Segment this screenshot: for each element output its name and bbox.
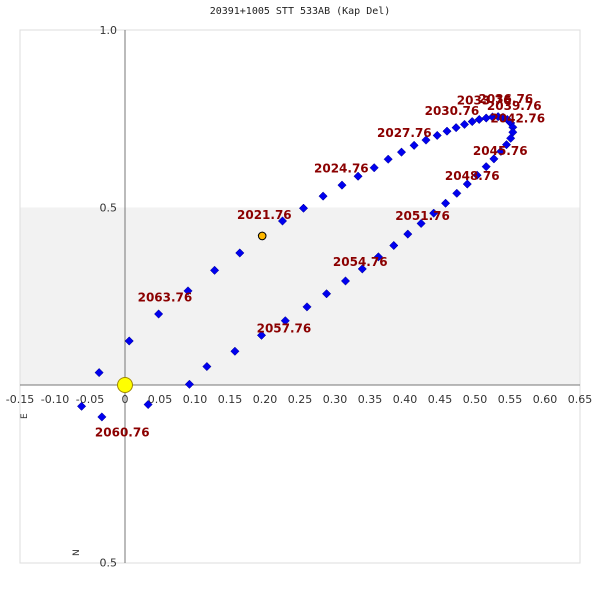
orbit-point [459,119,470,129]
x-tick-label: 0.50 [463,393,488,406]
x-tick-label: 0.25 [288,393,313,406]
orbit-point [353,171,363,181]
y-tick-label: 1.0 [100,24,118,37]
x-tick-label: 0.65 [568,393,593,406]
epoch-labels: 2021.76 2024.76 2027.76 2030.762033.762036.… [95,92,545,440]
orbit-point [318,191,328,201]
compass-east-label: E [20,413,30,419]
x-tick-label: -0.15 [6,393,34,406]
orbit-point [210,265,220,275]
orbit-point [451,123,461,133]
orbit-point [442,126,452,136]
orbit-point [277,216,288,226]
orbit-point [373,252,383,262]
epoch-label: 2045.76 [473,144,528,158]
epoch-label: 2030.76 [425,104,480,118]
orbit-point [416,218,426,229]
y-tick-label: 0.5 [100,557,118,570]
orbit-point [369,163,379,173]
x-tick-label: 0.05 [148,393,173,406]
chart-title: 20391+1005 STT 533AB (Kap Del) [209,6,391,17]
orbit-point [302,302,312,312]
x-tick-label: 0.30 [323,393,348,406]
orbit-point [403,229,413,239]
orbit-point [432,130,442,140]
epoch-label: 2060.76 [95,425,150,439]
compass-north-label: N [72,549,82,556]
y-tick-label: 0.5 [100,202,118,215]
orbit-point [230,346,240,356]
orbit-point [452,188,462,198]
x-tick-label: 0.40 [393,393,418,406]
orbit-point [298,203,309,213]
orbit-points [77,112,518,422]
tick-labels: -0.15 -0.10 -0.05 0 0.05 0.10 0.15 0.20 0.25 0.30… [6,24,592,570]
orbit-point [389,240,399,251]
epoch-label: 2063.76 [138,291,193,305]
orbit-point [340,276,351,286]
orbit-point [462,179,472,189]
x-tick-label: 0.45 [428,393,453,406]
epoch-label: 2048.76 [445,169,500,183]
orbit-point [77,401,87,411]
primary-star-point [117,377,133,393]
epoch-label: 2057.76 [257,321,312,335]
epoch-label: 2021.76 [237,208,292,222]
orbit-point [429,208,439,218]
x-tick-label: -0.10 [41,393,69,406]
orbit-point [322,289,332,299]
orbit-point [357,264,367,274]
epoch-label: 2036.76 [479,92,534,106]
orbit-point [481,162,491,172]
orbit-point [396,147,407,157]
orbit-point [202,361,212,372]
orbit-point [280,316,290,326]
orbit-point [94,368,104,378]
epoch-label: 2024.76 [314,162,369,176]
x-tick-label: 0.15 [218,393,243,406]
x-tick-label: 0.10 [183,393,208,406]
epoch-label: 2054.76 [333,255,388,269]
orbit-point [184,379,194,389]
epoch-label: 2051.76 [395,209,450,223]
epoch-label: 2033.76 [457,94,512,108]
orbit-point [496,146,506,156]
epoch-label: 2039.76 [487,99,542,113]
orbit-point [124,336,134,346]
orbit-point [421,135,431,145]
orbit-point [383,154,393,164]
orbit-point [235,248,245,258]
x-tick-label: -0.05 [76,393,104,406]
axes [20,30,580,563]
x-tick-label: 0.35 [358,393,383,406]
orbit-point [501,140,512,150]
epoch-label: 2042.76 [490,111,545,125]
orbit-point [489,154,499,164]
x-tick-label: 0.20 [253,393,278,406]
orbit-point [183,286,193,296]
shaded-band [20,207,580,385]
orbit-point [441,198,451,208]
orbit-point [506,133,516,143]
orbit-point [97,412,107,422]
orbit-point [154,309,164,319]
orbit-point [143,399,153,410]
orbit-point [409,140,419,150]
orbit-point [256,330,267,340]
x-tick-label: 0.55 [498,393,523,406]
compass: EN [20,413,82,556]
current-position-point [257,231,267,241]
x-tick-label: 0.60 [533,393,558,406]
orbit-point [472,170,482,180]
orbit-point [467,117,477,127]
orbit-point [337,180,347,190]
epoch-label: 2027.76 [377,126,432,140]
x-tick-label: 0 [122,393,129,406]
